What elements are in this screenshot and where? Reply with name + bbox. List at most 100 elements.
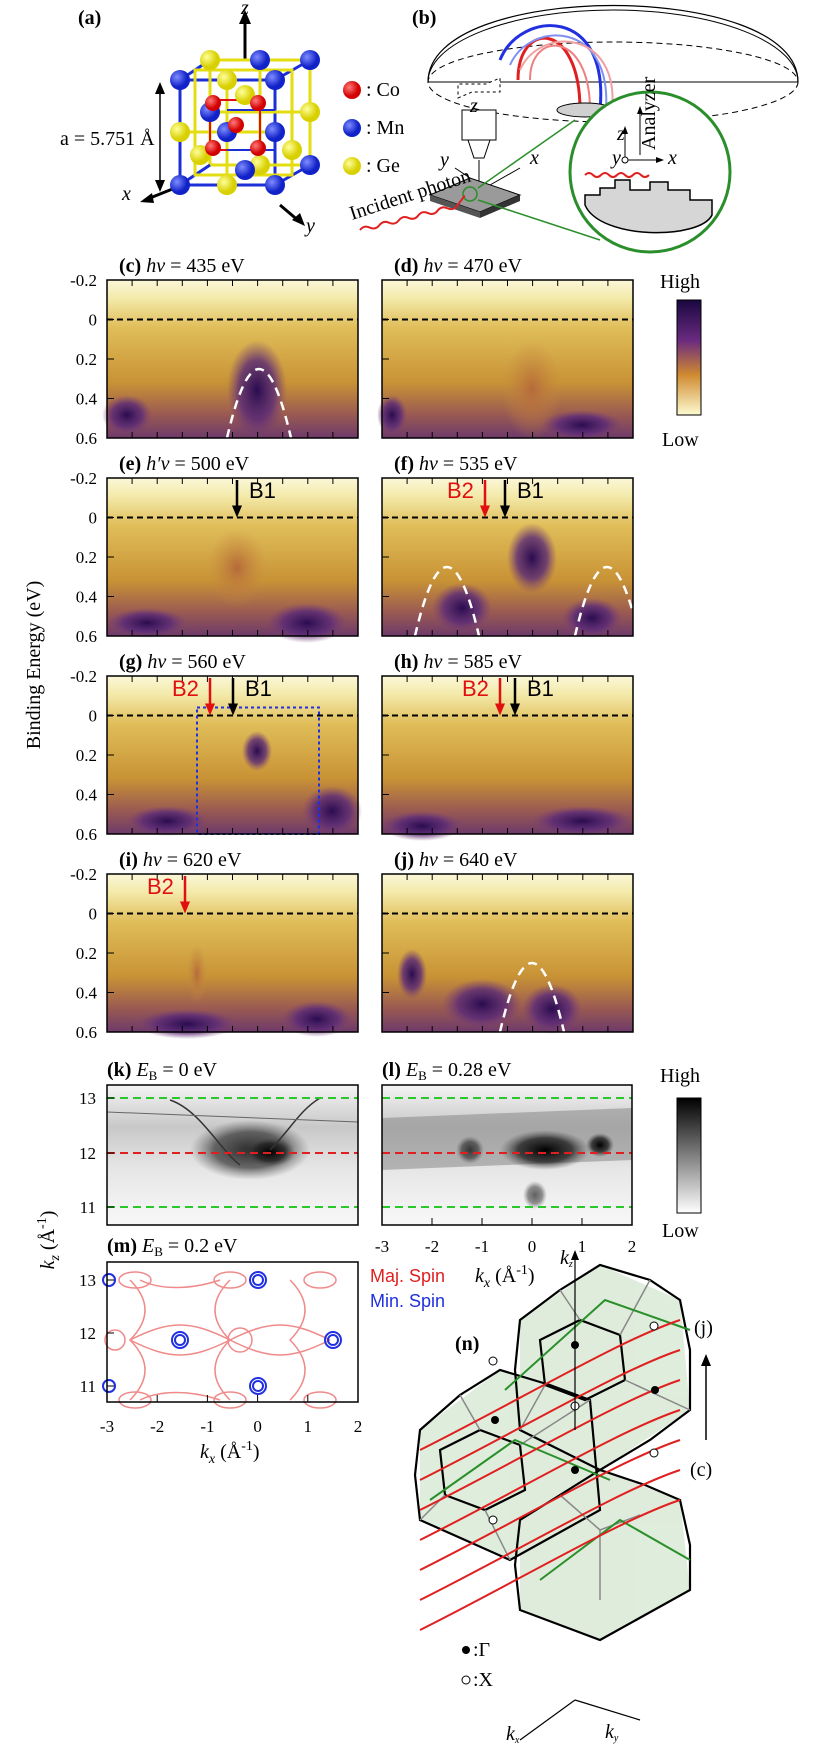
- spectrum-title-g: (g) hν = 560 eV: [119, 651, 246, 673]
- marker-b2: B2: [462, 676, 489, 701]
- kx-tick-label: 2: [628, 1237, 637, 1256]
- ytick-label: -0.2: [70, 271, 97, 290]
- spectra-colorbar-high: High: [660, 271, 700, 293]
- spectrum-title-f: (f) hν = 535 eV: [394, 453, 518, 475]
- kz-tick-label: 12: [79, 1144, 96, 1163]
- marker-b1: B1: [527, 676, 554, 701]
- ytick-label: 0.2: [76, 548, 97, 567]
- marker-b2: B2: [147, 874, 174, 899]
- ytick-label: 0.6: [76, 1023, 97, 1042]
- ytick-label: -0.2: [70, 667, 97, 686]
- panel-b-label: (b): [412, 7, 436, 29]
- spectrum-title-c: (c) hν = 435 eV: [119, 255, 245, 277]
- ytick-label: 0: [89, 707, 98, 726]
- x-axis-arrow: [140, 193, 154, 203]
- x-legend: :X: [473, 1669, 494, 1691]
- ytick-label: 0.4: [76, 390, 98, 409]
- kmap-m: [102, 1261, 359, 1409]
- panel-b: (b) z y x Incident photon: [347, 4, 799, 254]
- spectrum-panel-f: (f) hν = 535 eV B1 B2: [381, 453, 641, 638]
- kmap-colorbar-high: High: [660, 1065, 700, 1087]
- ytick-label: -0.2: [70, 865, 97, 884]
- y-axis-arrow: [292, 213, 305, 226]
- z-axis-arrow: [239, 10, 251, 24]
- kmap-k-title: (k) EB = 0 eV: [107, 1059, 218, 1083]
- zoom-axis-y: y: [610, 147, 621, 169]
- kx-tick-label: -3: [100, 1417, 114, 1436]
- panel-n-label: (n): [455, 1333, 479, 1355]
- gamma-legend: :Γ: [473, 1639, 490, 1661]
- legend-co-label: : Co: [366, 79, 400, 101]
- spectrum-panel-g: -0.2 0 0.2 0.4 0.6 (g) hν = 560 eV B1 B2: [70, 651, 362, 844]
- kx-tick-label: 0: [528, 1237, 537, 1256]
- ytick-label: 0.2: [76, 944, 97, 963]
- kx-tick-label: 1: [578, 1237, 587, 1256]
- panel-a: (a) z x y a = 5.751 Å: [60, 0, 404, 237]
- marker-b1: B1: [245, 676, 272, 701]
- kx-tick-label: -2: [150, 1417, 164, 1436]
- panel-n: kz kx ky (n) (j) (c) :Γ :X: [413, 1247, 713, 1744]
- legend-mn-label: : Mn: [366, 117, 404, 139]
- legend-ge-swatch: [343, 157, 361, 175]
- kmap-m-title: (m) EB = 0.2 eV: [107, 1235, 238, 1259]
- atoms: [170, 50, 320, 195]
- kz-tick-label: 11: [80, 1198, 96, 1217]
- binding-energy-ylabel: Binding Energy (eV): [23, 581, 45, 750]
- kx-tick-label: -1: [200, 1417, 214, 1436]
- kmap-panels: (k) EB = 0 eV (l) EB = 0.28 eV (m) EB = …: [35, 1059, 702, 1409]
- kx-tick-label: -1: [475, 1237, 489, 1256]
- axis-z-label: z: [240, 0, 249, 19]
- zoom-axis-x: x: [667, 147, 677, 169]
- atom-legend: : Co : Mn : Ge: [343, 79, 404, 177]
- spectrum-panel-j: (j) hν = 640 eV: [381, 849, 634, 1034]
- spectrum-panel-d: (d) hν = 470 eV: [377, 255, 634, 440]
- photon-wave: [359, 195, 466, 231]
- spectra-colorbar: High Low: [660, 271, 702, 451]
- spectrum-panel-i: -0.2 0 0.2 0.4 0.6 (i) hν = 620 eV B2: [70, 849, 359, 1042]
- spectrum-title-e: (e) h′ν = 500 eV: [119, 453, 250, 475]
- ytick-label: -0.2: [70, 469, 97, 488]
- legend-ge-label: : Ge: [366, 155, 400, 177]
- kx-label-right: kx (Å-1): [475, 1263, 535, 1291]
- ytick-label: 0: [89, 311, 98, 330]
- legend-mn-swatch: [343, 119, 361, 137]
- n-kz-label: kz: [560, 1247, 573, 1270]
- ytick-label: 0.4: [76, 786, 98, 805]
- kx-tick-label: 2: [354, 1417, 363, 1436]
- n-j-label: (j): [694, 1317, 713, 1339]
- n-kx-label: kx: [506, 1723, 520, 1744]
- min-spin-label: Min. Spin: [370, 1291, 445, 1311]
- ytick-label: 0.6: [76, 825, 97, 844]
- panel-a-label: (a): [78, 7, 101, 29]
- ytick-label: 0: [89, 905, 98, 924]
- spectrum-panel-e: -0.2 0 0.2 0.4 0.6 (e) h′ν = 500 eV B1: [70, 453, 359, 646]
- legend-co-swatch: [343, 81, 361, 99]
- kx-tick-label: 0: [253, 1417, 262, 1436]
- ytick-label: 0.4: [76, 984, 98, 1003]
- n-ky-label: ky: [605, 1721, 619, 1744]
- zoom-axis-z: z: [616, 123, 625, 145]
- axis-x-label: x: [121, 183, 131, 205]
- b-axis-z: z: [469, 95, 478, 117]
- spectrum-title-h: (h) hν = 585 eV: [394, 651, 523, 673]
- kx-tick-label: -2: [425, 1237, 439, 1256]
- kmap-l-title: (l) EB = 0.28 eV: [382, 1059, 512, 1083]
- spectrum-panel-c: -0.2 0 0.2 0.4 0.6 (c) hν = 435 eV: [70, 255, 359, 448]
- kz-tick-label: 12: [79, 1324, 96, 1343]
- axis-y-label: y: [304, 215, 315, 237]
- kmap-k: [106, 1084, 359, 1226]
- spectrum-title-i: (i) hν = 620 eV: [119, 849, 242, 871]
- ytick-label: 0.6: [76, 429, 97, 448]
- ytick-label: 0: [89, 509, 98, 528]
- kz-tick-label: 11: [80, 1377, 96, 1396]
- kz-ylabel: kz (Å-1): [35, 1211, 63, 1270]
- spectra-colorbar-low: Low: [662, 429, 699, 451]
- lattice-constant: a = 5.751 Å: [60, 128, 155, 150]
- ytick-label: 0.6: [76, 627, 97, 646]
- b-axis-y: y: [438, 149, 449, 171]
- n-c-label: (c): [690, 1459, 712, 1481]
- spectrum-title-d: (d) hν = 470 eV: [394, 255, 523, 277]
